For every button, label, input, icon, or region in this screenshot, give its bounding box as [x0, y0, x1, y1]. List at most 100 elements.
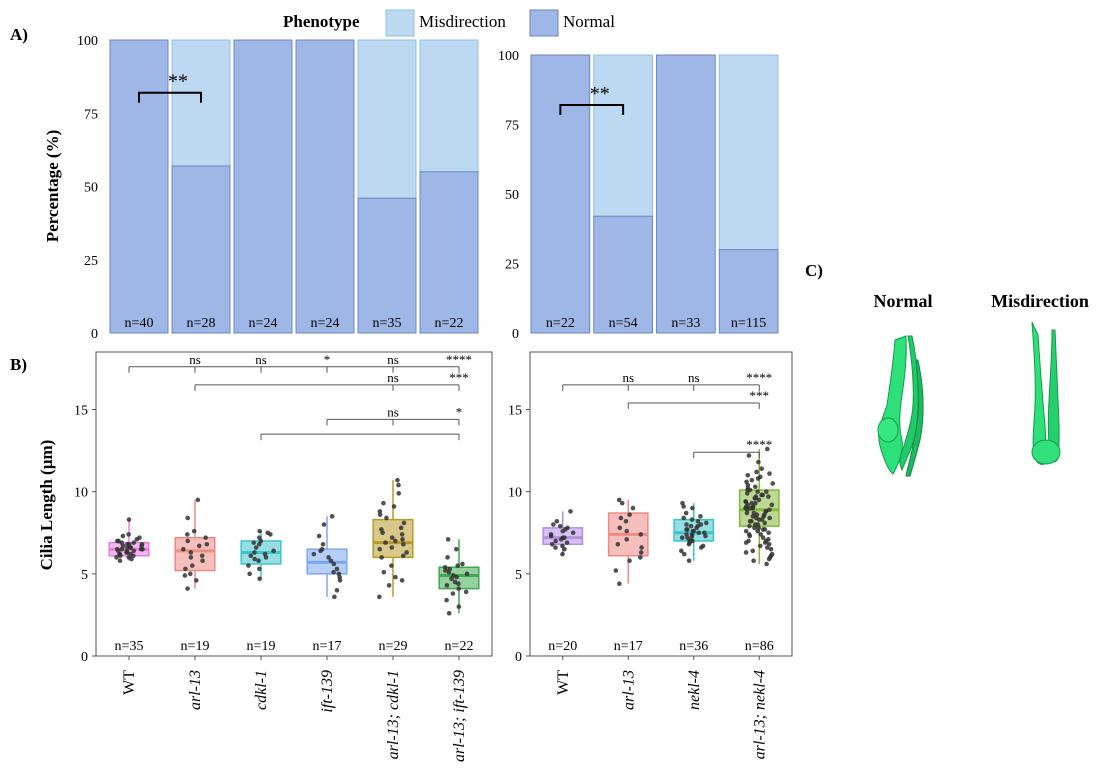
data-point [116, 538, 121, 544]
cilia-normal-render [877, 335, 924, 477]
data-point [765, 446, 770, 452]
data-point [332, 594, 337, 600]
data-point [379, 527, 384, 532]
data-point [442, 564, 448, 570]
data-point [389, 535, 395, 540]
bar-normal [109, 39, 169, 334]
n-label: n=17 [614, 639, 643, 654]
data-point [560, 551, 565, 557]
data-point [329, 514, 335, 519]
n-label: n=115 [731, 316, 766, 331]
data-point [404, 550, 409, 555]
data-point [334, 566, 340, 572]
data-point [753, 494, 759, 499]
data-point [684, 527, 690, 532]
n-label: n=35 [115, 639, 144, 654]
data-point [401, 520, 407, 526]
y-axis-title-cilia-length: Cilia Length (µm) [37, 440, 56, 571]
data-point [381, 569, 387, 575]
data-point [444, 583, 450, 588]
bar-normal [295, 39, 355, 334]
data-point [744, 504, 749, 509]
box [174, 536, 216, 572]
data-point [760, 535, 766, 540]
data-point [379, 555, 384, 560]
data-point [756, 459, 761, 465]
data-point [752, 484, 758, 490]
data-point [396, 482, 401, 488]
data-point [683, 510, 689, 516]
bar-misdirection [718, 54, 779, 251]
bar-normal [530, 54, 591, 334]
data-point [684, 522, 689, 527]
data-point [203, 535, 208, 540]
n-label: n=24 [311, 316, 340, 331]
data-point [551, 522, 556, 527]
data-point [743, 528, 749, 534]
data-point [128, 545, 133, 550]
n-label: n=40 [125, 316, 154, 331]
data-point [764, 489, 769, 494]
x-tick-label: arl-13; cdkl-1 [385, 670, 402, 759]
data-point [189, 563, 195, 568]
data-point [754, 469, 759, 475]
data-point [456, 581, 461, 586]
n-label: n=54 [609, 316, 638, 331]
data-point [316, 533, 322, 539]
data-point [766, 537, 771, 542]
data-point [131, 540, 137, 545]
data-point [395, 477, 400, 483]
data-point [549, 541, 555, 547]
n-label: n=35 [373, 316, 402, 331]
data-point [377, 594, 382, 600]
data-point [638, 550, 644, 555]
data-point [570, 530, 576, 536]
n-label: n=28 [187, 316, 216, 331]
data-point [695, 523, 701, 529]
data-point [383, 540, 388, 545]
data-point [745, 482, 751, 488]
data-point [548, 532, 554, 537]
x-tick-label: ift-139 [319, 670, 336, 713]
data-point [262, 551, 268, 557]
data-point [447, 566, 453, 572]
data-point [766, 530, 771, 536]
data-point [386, 583, 392, 588]
data-point [695, 518, 701, 524]
comparison-label: ns [189, 352, 201, 367]
data-point [188, 550, 194, 555]
data-point [399, 578, 405, 583]
data-point [762, 540, 768, 545]
n-label: n=86 [745, 639, 774, 654]
data-point [753, 500, 758, 506]
data-point [126, 517, 132, 522]
comparison-label: **** [746, 370, 772, 385]
data-point [751, 510, 757, 516]
data-point [400, 537, 405, 542]
bar-normal [593, 215, 653, 334]
data-point [444, 597, 449, 603]
data-point [689, 532, 695, 537]
comparison-label: ns [255, 352, 267, 367]
data-point [204, 541, 210, 547]
data-point [384, 515, 389, 521]
percentage-chart-left: 0 25 50 75 100 n=40 n=28 n=24 n=24 n=35 n=22 ** [77, 34, 479, 342]
bar-misdirection [171, 39, 231, 167]
data-point [554, 518, 560, 524]
data-point [553, 538, 559, 544]
n-label: n=17 [313, 639, 342, 654]
legend-label-misdirection: Misdirection [419, 12, 506, 31]
bar-normal [233, 39, 293, 334]
data-point [758, 532, 764, 537]
data-point [627, 512, 632, 517]
data-point [748, 505, 753, 511]
data-point [271, 548, 276, 554]
data-point [562, 546, 567, 552]
panel-label-b: B) [10, 355, 27, 374]
x-tick-label: arl-13 [187, 670, 204, 710]
comparison-label: *** [750, 388, 770, 403]
y-tick-label: 5 [81, 568, 88, 583]
data-point [464, 571, 470, 577]
bar-normal [171, 165, 231, 334]
